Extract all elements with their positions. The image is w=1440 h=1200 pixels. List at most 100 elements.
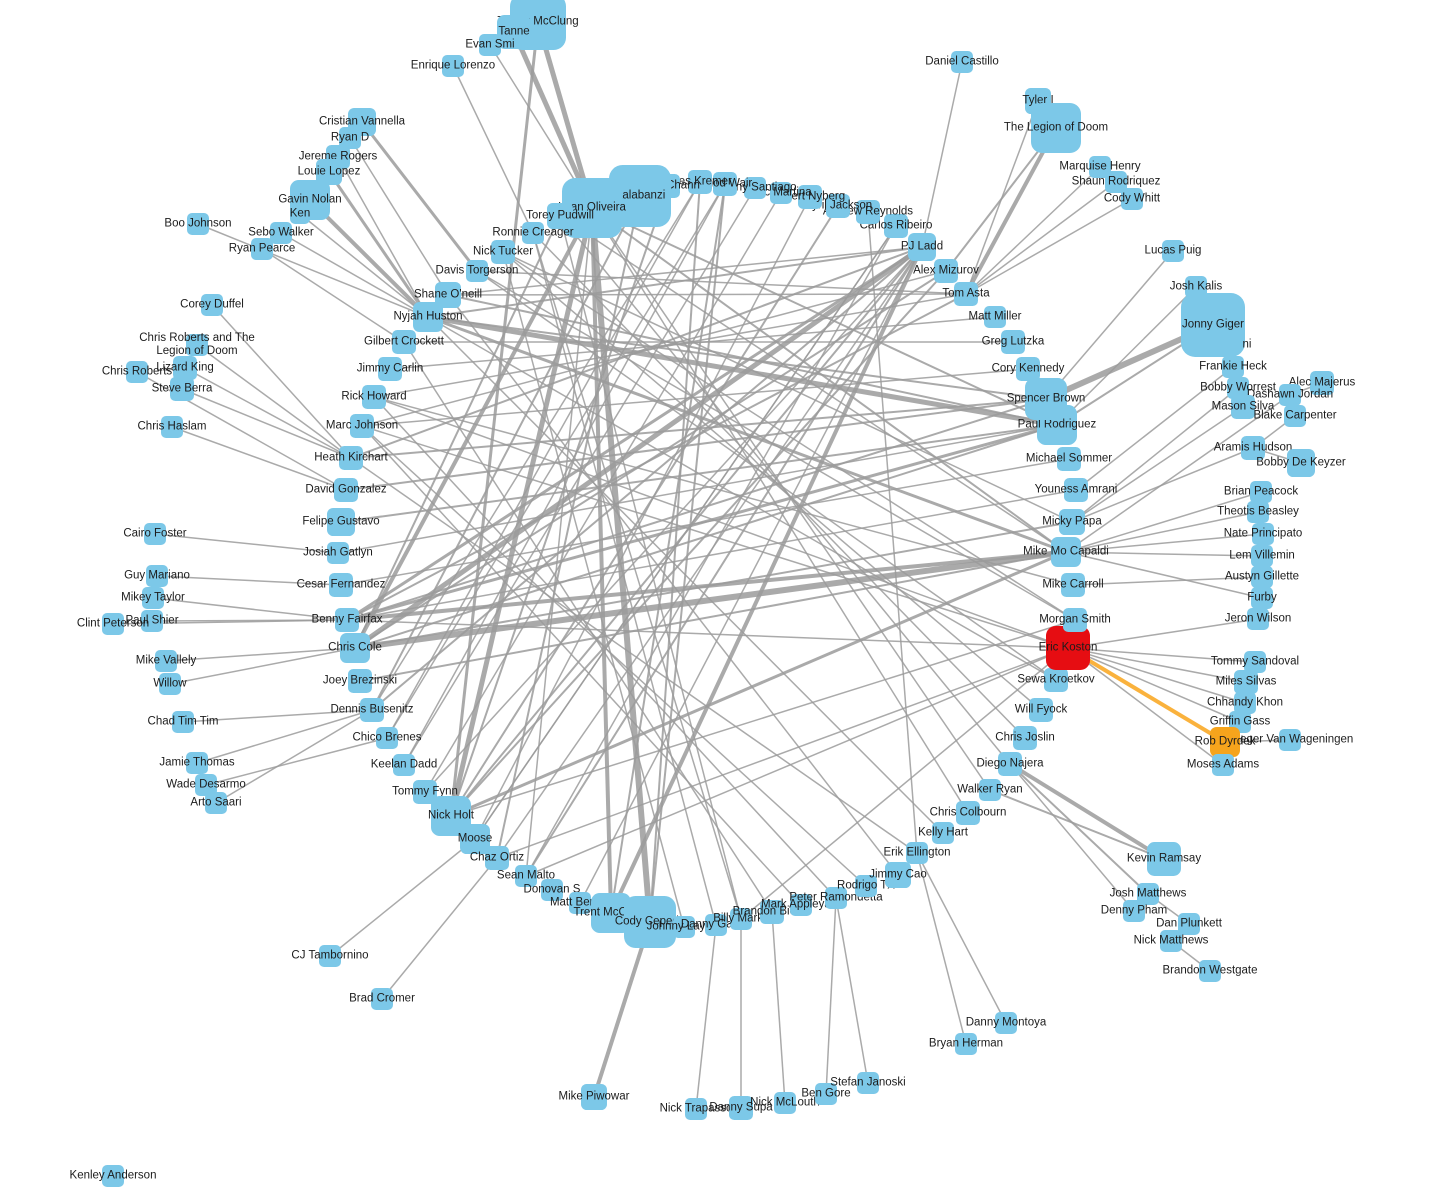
node-danny-supa[interactable]: Danny Supa	[709, 1096, 773, 1120]
node-diego-najera[interactable]: Diego Najera	[976, 752, 1044, 776]
node-wes-kremer[interactable]: Wes Kremer	[668, 170, 732, 194]
node-torey-pudwill[interactable]: Torey Pudwill	[526, 203, 594, 229]
node-daniel-castillo[interactable]: Daniel Castillo	[925, 51, 999, 73]
node-kelly-hart[interactable]: Kelly Hart	[918, 822, 968, 844]
node-clint-peterson[interactable]: Clint Peterson	[77, 613, 149, 635]
node-davis-torgerson[interactable]: Davis Torgerson	[436, 260, 518, 282]
node-legion-of-doom[interactable]: The Legion of Doom	[1004, 103, 1108, 153]
node-jonny-giger[interactable]: Jonny Giger	[1181, 293, 1245, 357]
node-dashawn-jordan[interactable]: Dashawn Jordan	[1247, 384, 1333, 406]
node-peter-ramondetta[interactable]: Peter Ramondetta	[789, 887, 883, 909]
node-cj-tambornino[interactable]: CJ Tambornino	[291, 945, 369, 967]
node-cody-whitt[interactable]: Cody Whitt	[1104, 188, 1160, 210]
node-carlos-ribeiro[interactable]: Carlos Ribeiro	[860, 214, 932, 238]
node-wieger[interactable]: Wieger Van Wageningen	[1227, 729, 1353, 751]
node-bryan-herman[interactable]: Bryan Herman	[929, 1033, 1003, 1055]
node-chad-tim-tim[interactable]: Chad Tim Tim	[148, 711, 218, 733]
node-heath-kirchart[interactable]: Heath Kirchart	[314, 446, 388, 470]
node-andrew-reynolds[interactable]: Andrew Reynolds	[823, 200, 913, 224]
node-paul-shier[interactable]: Paul Shier	[125, 610, 179, 632]
node-pj-ladd[interactable]: PJ Ladd	[901, 233, 943, 261]
node-chris-cole[interactable]: Chris Cole	[328, 633, 382, 663]
node-evan-smith[interactable]: Evan Smi	[465, 34, 515, 56]
node-nate-principato[interactable]: Nate Principato	[1224, 523, 1302, 545]
node-eric-koston[interactable]: Eric Koston	[1039, 626, 1097, 670]
node-josiah-gatlyn[interactable]: Josiah Gatlyn	[303, 542, 373, 564]
node-guy-mariano[interactable]: Guy Mariano	[124, 565, 190, 587]
node-ronnie-creager[interactable]: Ronnie Creager	[492, 222, 574, 244]
node-enrique-lorenzo[interactable]: Enrique Lorenzo	[411, 55, 495, 77]
node-billy-marks[interactable]: Billy Marks	[713, 908, 769, 930]
node-dennis-busenitz[interactable]: Dennis Busenitz	[330, 698, 414, 722]
node-keelan-dadd[interactable]: Keelan Dadd	[371, 754, 437, 776]
node-gilbert-crockett[interactable]: Gilbert Crockett	[364, 330, 444, 354]
node-chris-joslin[interactable]: Chris Joslin	[995, 726, 1055, 750]
node-danny-garcia[interactable]: Danny Garcia	[681, 914, 751, 936]
node-ken[interactable]: Ken	[290, 204, 310, 224]
node-david-gonzalez[interactable]: David Gonzalez	[305, 478, 387, 502]
node-johnny-layton[interactable]: Johnny Layton	[647, 916, 721, 938]
node-matt-miller[interactable]: Matt Miller	[968, 306, 1022, 328]
node-cairo-foster[interactable]: Cairo Foster	[123, 523, 187, 545]
node-alex-mizurov[interactable]: Alex Mizurov	[913, 259, 979, 283]
node-lem-villemin[interactable]: Lem Villemin	[1229, 545, 1295, 567]
node-miles-silvas[interactable]: Miles Silvas	[1216, 670, 1276, 694]
node-felipe-gustavo[interactable]: Felipe Gustavo	[302, 508, 380, 536]
node-willow[interactable]: Willow	[153, 673, 187, 695]
node-spencer-brown[interactable]: Spencer Brown	[1007, 378, 1085, 420]
node-youness-amrani[interactable]: Youness Amrani	[1035, 478, 1117, 502]
node-erik-ellington[interactable]: Erik Ellington	[883, 842, 951, 864]
node-mason-silva[interactable]: Mason Silva	[1212, 395, 1274, 419]
node-joey-brezinski[interactable]: Joey Brezinski	[323, 669, 397, 693]
node-chris-colbourn[interactable]: Chris Colbourn	[930, 801, 1006, 825]
node-marc-johnson[interactable]: Marc Johnson	[326, 414, 398, 438]
node-blake-carpenter[interactable]: Blake Carpenter	[1253, 405, 1337, 427]
node-mike-piwowar[interactable]: Mike Piwowar	[559, 1084, 629, 1110]
node-chris-roberts[interactable]: Chris Roberts	[102, 361, 172, 383]
node-matt-berger[interactable]: Matt Berger	[550, 892, 610, 914]
node-morgan-smith[interactable]: Morgan Smith	[1039, 608, 1111, 632]
node-mike-vallely[interactable]: Mike Vallely	[136, 650, 196, 672]
node-walker-ryan[interactable]: Walker Ryan	[957, 779, 1023, 801]
node-chris-haslam[interactable]: Chris Haslam	[137, 416, 207, 438]
node-cory-kennedy[interactable]: Cory Kennedy	[992, 357, 1064, 381]
node-mike-carroll[interactable]: Mike Carroll	[1042, 573, 1104, 597]
node-denny-pham[interactable]: Denny Pham	[1101, 900, 1167, 922]
node-kenley-anderson[interactable]: Kenley Anderson	[70, 1165, 156, 1187]
node-bobby-de-keyzer[interactable]: Bobby De Keyzer	[1256, 449, 1346, 477]
node-tanne[interactable]: Tanne	[497, 15, 531, 49]
node-brad-cromer[interactable]: Brad Cromer	[349, 988, 415, 1010]
node-benny-fairfax[interactable]: Benny Fairfax	[312, 608, 382, 632]
node-furby[interactable]: Furby	[1247, 587, 1277, 609]
node-jamie-thomas[interactable]: Jamie Thomas	[159, 752, 235, 774]
node-alec-majerus[interactable]: Alec Majerus	[1289, 371, 1355, 395]
node-theotis-beasley[interactable]: Theotis Beasley	[1217, 501, 1299, 523]
node-jimmy-cao[interactable]: Jimmy Cao	[869, 862, 927, 888]
node-tom-asta[interactable]: Tom Asta	[942, 282, 990, 306]
node-mike-mo-capaldi[interactable]: Mike Mo Capaldi	[1023, 537, 1109, 567]
node-brandon-westgate[interactable]: Brandon Westgate	[1162, 960, 1258, 982]
node-kevin-ramsay[interactable]: Kevin Ramsay	[1127, 842, 1201, 876]
node-nick-trapasso[interactable]: Nick Trapasso	[660, 1098, 732, 1120]
node-jimmy-carlin[interactable]: Jimmy Carlin	[357, 357, 423, 381]
node-ryan-pearce[interactable]: Ryan Pearce	[229, 238, 295, 260]
node-donovan-strain[interactable]: Donovan S	[524, 879, 580, 901]
node-nick-mclouth[interactable]: Nick McLouth	[750, 1092, 820, 1114]
node-corey-duffel[interactable]: Corey Duffel	[180, 294, 244, 316]
node-micky-papa[interactable]: Micky Papa	[1042, 509, 1102, 535]
node-greg-lutzka[interactable]: Greg Lutzka	[982, 330, 1044, 354]
node-cody-cepeda[interactable]: Cody Cepeda	[615, 896, 685, 948]
node-albert-nyberg[interactable]: Albert Nyberg	[775, 185, 845, 209]
node-rob-dyrdek[interactable]: Rob Dyrdek	[1195, 727, 1255, 757]
node-nick-matthews[interactable]: Nick Matthews	[1134, 930, 1208, 952]
node-aramis-hudson[interactable]: Aramis Hudson	[1214, 436, 1292, 460]
node-rick-howard[interactable]: Rick Howard	[341, 385, 407, 409]
node-brandon-biebel[interactable]: Brandon Biebel	[733, 900, 811, 924]
node-brian-peacock[interactable]: Brian Peacock	[1224, 481, 1298, 503]
node-ishod-wair[interactable]: Ishod Wair	[698, 172, 752, 196]
node-danny-montoya[interactable]: Danny Montoya	[966, 1012, 1046, 1034]
node-cyril-jackson[interactable]: Cyril Jackson	[804, 194, 872, 218]
node-nyjah-huston[interactable]: Nyjah Huston	[393, 302, 463, 332]
node-austyn-gillette[interactable]: Austyn Gillette	[1225, 566, 1299, 588]
